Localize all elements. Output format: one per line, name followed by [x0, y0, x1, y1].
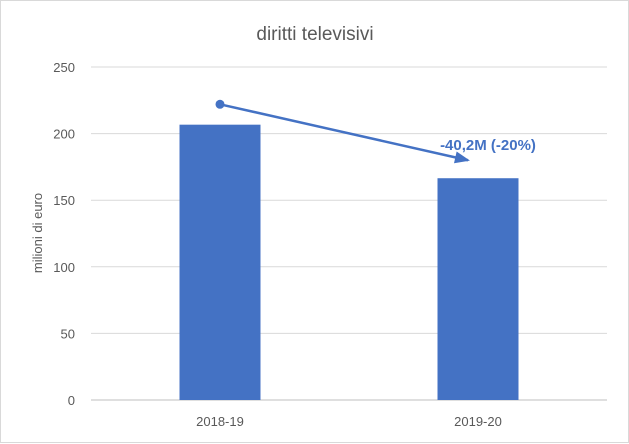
bar	[179, 124, 261, 400]
bar	[437, 178, 519, 400]
x-tick-label: 2018-19	[196, 414, 244, 429]
trend-arrow-line	[219, 103, 469, 162]
y-tick-label: 100	[53, 260, 75, 275]
x-tick-label: 2019-20	[454, 414, 502, 429]
change-annotation: -40,2M (-20%)	[440, 137, 536, 154]
y-tick-label: 200	[53, 127, 75, 142]
y-axis-title: milioni di euro	[30, 193, 45, 273]
y-tick-label: 250	[53, 60, 75, 75]
chart-title: diritti televisivi	[256, 24, 373, 45]
trend-arrow-head	[453, 151, 470, 164]
y-tick-label: 50	[61, 326, 75, 341]
y-tick-label: 0	[68, 393, 75, 408]
y-tick-label: 150	[53, 193, 75, 208]
